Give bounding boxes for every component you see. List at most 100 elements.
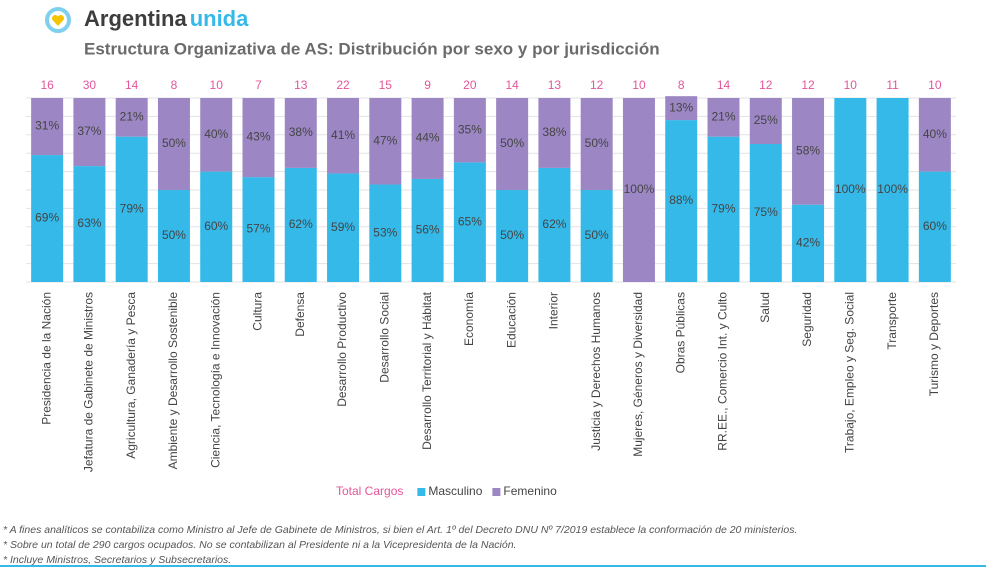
data-label: 69% (35, 211, 59, 225)
x-tick-label: Economía (462, 292, 476, 346)
x-tick-label: Salud (758, 292, 772, 323)
bar-segment (918, 98, 951, 172)
x-tick-label: Cultura (251, 292, 265, 331)
data-label: 75% (754, 205, 778, 219)
data-label: 79% (120, 201, 144, 215)
total-label: 12 (590, 78, 604, 92)
bar-segment (792, 98, 825, 205)
total-label: 10 (928, 78, 942, 92)
bar-segment (369, 184, 402, 282)
data-label: 41% (331, 128, 355, 142)
data-label: 38% (289, 125, 313, 139)
legend-label: Femenino (503, 484, 557, 498)
bar-segment (496, 190, 529, 282)
total-label: 14 (717, 78, 731, 92)
data-label: 56% (416, 223, 440, 237)
total-label: 9 (424, 78, 431, 92)
bar-segment (115, 136, 148, 282)
x-tick-label: Ciencia, Tecnología e Innovación (208, 292, 222, 468)
total-label: 8 (678, 78, 685, 92)
data-label: 40% (923, 127, 947, 141)
bar-segment (31, 155, 64, 282)
bar-segment (242, 98, 275, 178)
x-tick-label: Educación (504, 292, 518, 348)
x-tick-label: Agricultura, Ganadería y Pesca (124, 292, 138, 459)
data-label: 60% (204, 219, 228, 233)
bar-segment (665, 96, 698, 121)
data-label: 35% (458, 122, 482, 136)
data-label: 43% (246, 130, 270, 144)
logo-heart (51, 14, 65, 26)
data-label: 100% (835, 182, 866, 196)
data-label: 65% (458, 214, 482, 228)
legend-swatch (492, 488, 501, 496)
bar-segment (707, 98, 740, 137)
total-label: 11 (886, 78, 899, 92)
bar-segment (284, 167, 317, 282)
bar-segment (749, 98, 782, 144)
total-label: 10 (210, 78, 224, 92)
data-label: 100% (624, 182, 655, 196)
bar-segment (580, 190, 613, 282)
data-label: 42% (796, 236, 820, 250)
footnote: * Sobre un total de 290 cargos ocupados.… (3, 539, 516, 551)
bar-segment (200, 98, 233, 172)
bar-segment (707, 136, 740, 282)
bar-segment (73, 166, 106, 282)
bar-segment (31, 98, 64, 156)
bar-segment (453, 162, 486, 282)
x-tick-label: Mujeres, Géneros y Diversidad (631, 292, 645, 457)
total-label: 8 (171, 78, 178, 92)
bar-segment (538, 98, 571, 168)
data-label: 40% (204, 127, 228, 141)
data-label: 50% (585, 228, 609, 242)
data-label: 50% (162, 228, 186, 242)
bar-segment (792, 204, 825, 282)
logo-ring (45, 7, 71, 33)
x-tick-label: Desarrollo Territorial y Hábitat (420, 291, 434, 450)
bar-segment (157, 190, 190, 282)
bar-segment (876, 98, 909, 282)
data-label: 37% (77, 124, 101, 138)
brand-part: Argentina (84, 6, 187, 31)
data-label: 63% (77, 216, 101, 230)
data-label: 13% (669, 100, 693, 114)
legend-label: Total Cargos (336, 484, 403, 498)
x-tick-label: Obras Públicas (673, 292, 687, 373)
bar-segment (622, 98, 655, 282)
bar-segment (580, 98, 613, 190)
data-label: 59% (331, 220, 355, 234)
data-label: 60% (923, 219, 947, 233)
bar-segment (411, 178, 444, 282)
bar-segment (200, 171, 233, 282)
data-label: 100% (877, 182, 908, 196)
data-label: 38% (542, 125, 566, 139)
bar-segment (115, 98, 148, 137)
data-label: 31% (35, 119, 59, 133)
bar-segment (749, 144, 782, 282)
footnote: * A fines analíticos se contabiliza como… (3, 524, 797, 536)
total-label: 16 (40, 78, 54, 92)
brand-part: unida (190, 6, 249, 31)
data-label: 53% (373, 225, 397, 239)
x-tick-label: Justicia y Derechos Humanos (589, 292, 603, 451)
data-label: 50% (585, 136, 609, 150)
bar-segment (665, 120, 698, 282)
total-label: 10 (632, 78, 646, 92)
data-label: 50% (500, 136, 524, 150)
bar-segment (327, 98, 360, 174)
total-label: 7 (255, 78, 262, 92)
data-label: 57% (246, 222, 270, 236)
bar-segment (453, 98, 486, 163)
bar-segment (918, 171, 951, 282)
x-tick-label: Transporte (885, 292, 899, 350)
total-label: 13 (294, 78, 308, 92)
total-label: 13 (548, 78, 562, 92)
bar-segment (538, 167, 571, 282)
total-label: 10 (844, 78, 858, 92)
data-label: 25% (754, 113, 778, 127)
x-tick-label: Ambiente y Desarrollo Sostenible (166, 292, 180, 470)
total-label: 12 (801, 78, 815, 92)
